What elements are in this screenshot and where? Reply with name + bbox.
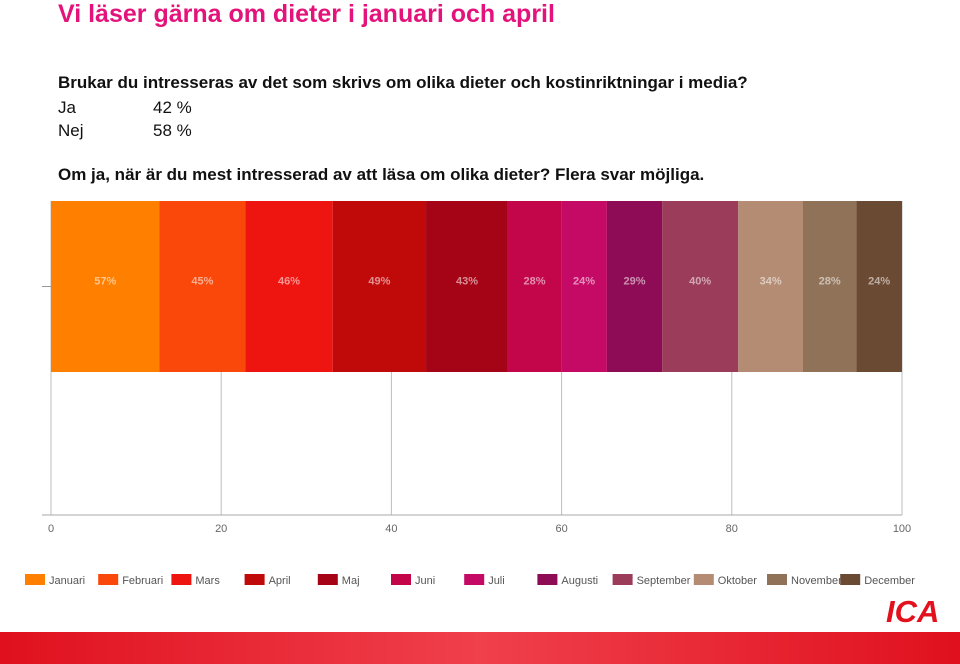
bar-segment-maj [426, 201, 508, 372]
legend-swatch-juni [391, 574, 411, 585]
data-label: 43% [456, 276, 478, 288]
bar-segment-november [803, 201, 857, 372]
question-1: Brukar du intresseras av det som skrivs … [58, 73, 748, 92]
legend-label-mars: Mars [195, 575, 220, 587]
x-tick-label: 0 [48, 523, 54, 535]
x-tick-label: 100 [893, 523, 911, 535]
legend-label-januari: Januari [49, 575, 85, 587]
data-label: 40% [689, 276, 711, 288]
bar-segment-januari [51, 201, 160, 372]
data-label: 29% [624, 276, 646, 288]
legend-swatch-oktober [693, 574, 714, 585]
x-tick-label: 60 [555, 523, 567, 535]
legend-label-februari: Februari [122, 575, 163, 587]
legend-label-oktober: Oktober [718, 575, 757, 587]
legend-swatch-februari [98, 574, 119, 585]
legend-label-augusti: Augusti [561, 575, 598, 587]
answer-row-ja: Ja 42 % [58, 98, 192, 118]
stacked-bar-chart: 57% 45% 46% 49% 43% 28% 24% 29% 40% 34% 28% 24% 0 20 4… [25, 201, 915, 587]
data-label: 24% [573, 276, 595, 288]
page-title: Vi läser gärna om dieter i januari och a… [58, 0, 555, 28]
legend-swatch-mars [171, 574, 192, 585]
x-tick-label: 80 [726, 523, 738, 535]
ica-logo: ICA [886, 594, 939, 627]
legend-swatch-december [840, 574, 861, 585]
data-label: 28% [819, 276, 841, 288]
bar-segment-augusti [606, 201, 663, 372]
legend-label-april: April [269, 575, 291, 587]
legend-label-december: December [864, 575, 915, 587]
data-label: 24% [868, 276, 890, 288]
question-2: Om ja, när är du mest intresserad av att… [58, 165, 705, 184]
data-label: 49% [368, 276, 390, 288]
legend-label-september: September [637, 575, 691, 587]
legend-swatch-september [612, 574, 633, 585]
legend-label-maj: Maj [342, 575, 360, 587]
legend-swatch-maj [317, 574, 338, 585]
data-label: 57% [94, 276, 116, 288]
footer-bar [0, 632, 960, 664]
data-label: 45% [191, 276, 213, 288]
bar-segment-juni [507, 201, 562, 372]
legend-swatch-juli [464, 574, 485, 585]
ica-logo-text: ICA [886, 594, 939, 627]
bar-segment-februari [159, 201, 246, 372]
legend-swatch-augusti [537, 574, 558, 585]
bar-segment-september [662, 201, 739, 372]
x-tick-label: 20 [215, 523, 227, 535]
legend-label-november: November [791, 575, 842, 587]
bar-segment-mars [245, 201, 333, 372]
bar-segment-juli [561, 201, 607, 372]
legend-label-juni: Juni [415, 575, 435, 587]
bar-segment-oktober [738, 201, 804, 372]
data-label: 34% [760, 276, 782, 288]
bar-segment-april [332, 201, 427, 372]
answer-label: Ja [58, 98, 76, 117]
data-label: 46% [278, 276, 300, 288]
answer-value: 42 % [153, 98, 192, 117]
legend-swatch-januari [25, 574, 45, 585]
legend-label-juli: Juli [488, 575, 505, 587]
legend-swatch-november [767, 574, 787, 585]
answer-row-nej: Nej 58 % [58, 121, 192, 141]
answer-label: Nej [58, 121, 84, 140]
answer-value: 58 % [153, 121, 192, 140]
data-label: 28% [524, 276, 546, 288]
bar-segment-december [856, 201, 902, 372]
x-tick-label: 40 [385, 523, 397, 535]
legend-swatch-april [244, 574, 265, 585]
